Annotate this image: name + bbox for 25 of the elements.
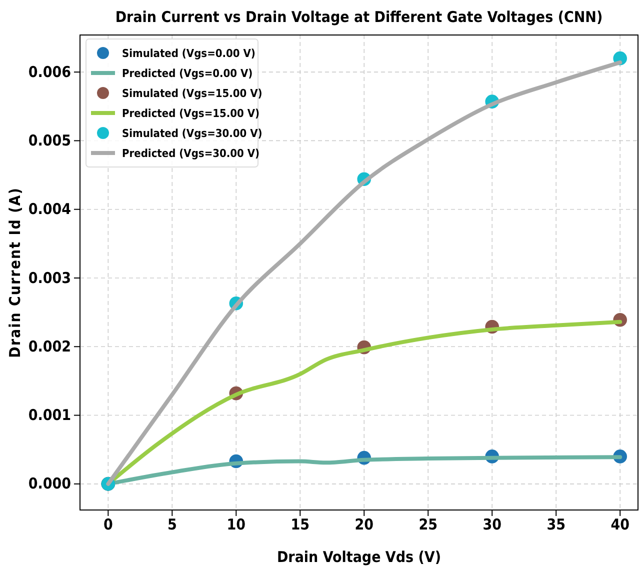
x-tick-label: 10	[226, 516, 246, 534]
legend-label: Predicted (Vgs=30.00 V)	[122, 147, 260, 160]
x-tick-label: 25	[418, 516, 438, 534]
y-axis-title: Drain Current Id (A)	[6, 187, 24, 358]
x-tick-label: 20	[354, 516, 374, 534]
legend-label: Predicted (Vgs=15.00 V)	[122, 107, 260, 120]
x-tick-label: 30	[482, 516, 502, 534]
x-tick-label: 5	[167, 516, 177, 534]
x-tick-label: 15	[290, 516, 310, 534]
legend-label: Simulated (Vgs=0.00 V)	[122, 47, 256, 60]
legend-label: Simulated (Vgs=30.00 V)	[122, 127, 262, 140]
y-tick-label: 0.002	[28, 337, 71, 356]
y-tick-label: 0.003	[28, 268, 71, 287]
y-tick-label: 0.004	[28, 200, 71, 218]
legend-label: Simulated (Vgs=15.00 V)	[122, 87, 262, 100]
chart-title: Drain Current vs Drain Voltage at Different Gate Voltages (CNN)	[115, 8, 603, 26]
x-axis-title: Drain Voltage Vds (V)	[276, 548, 442, 566]
x-tick-label: 0	[103, 516, 113, 534]
x-tick-label: 40	[610, 516, 630, 534]
legend-label: Predicted (Vgs=0.00 V)	[122, 67, 253, 80]
x-tick-label: 35	[546, 516, 566, 534]
y-tick-label: 0.006	[28, 62, 71, 81]
y-tick-label: 0.005	[28, 132, 71, 150]
y-tick-label: 0.000	[28, 474, 71, 493]
y-tick-label: 0.001	[28, 406, 71, 424]
